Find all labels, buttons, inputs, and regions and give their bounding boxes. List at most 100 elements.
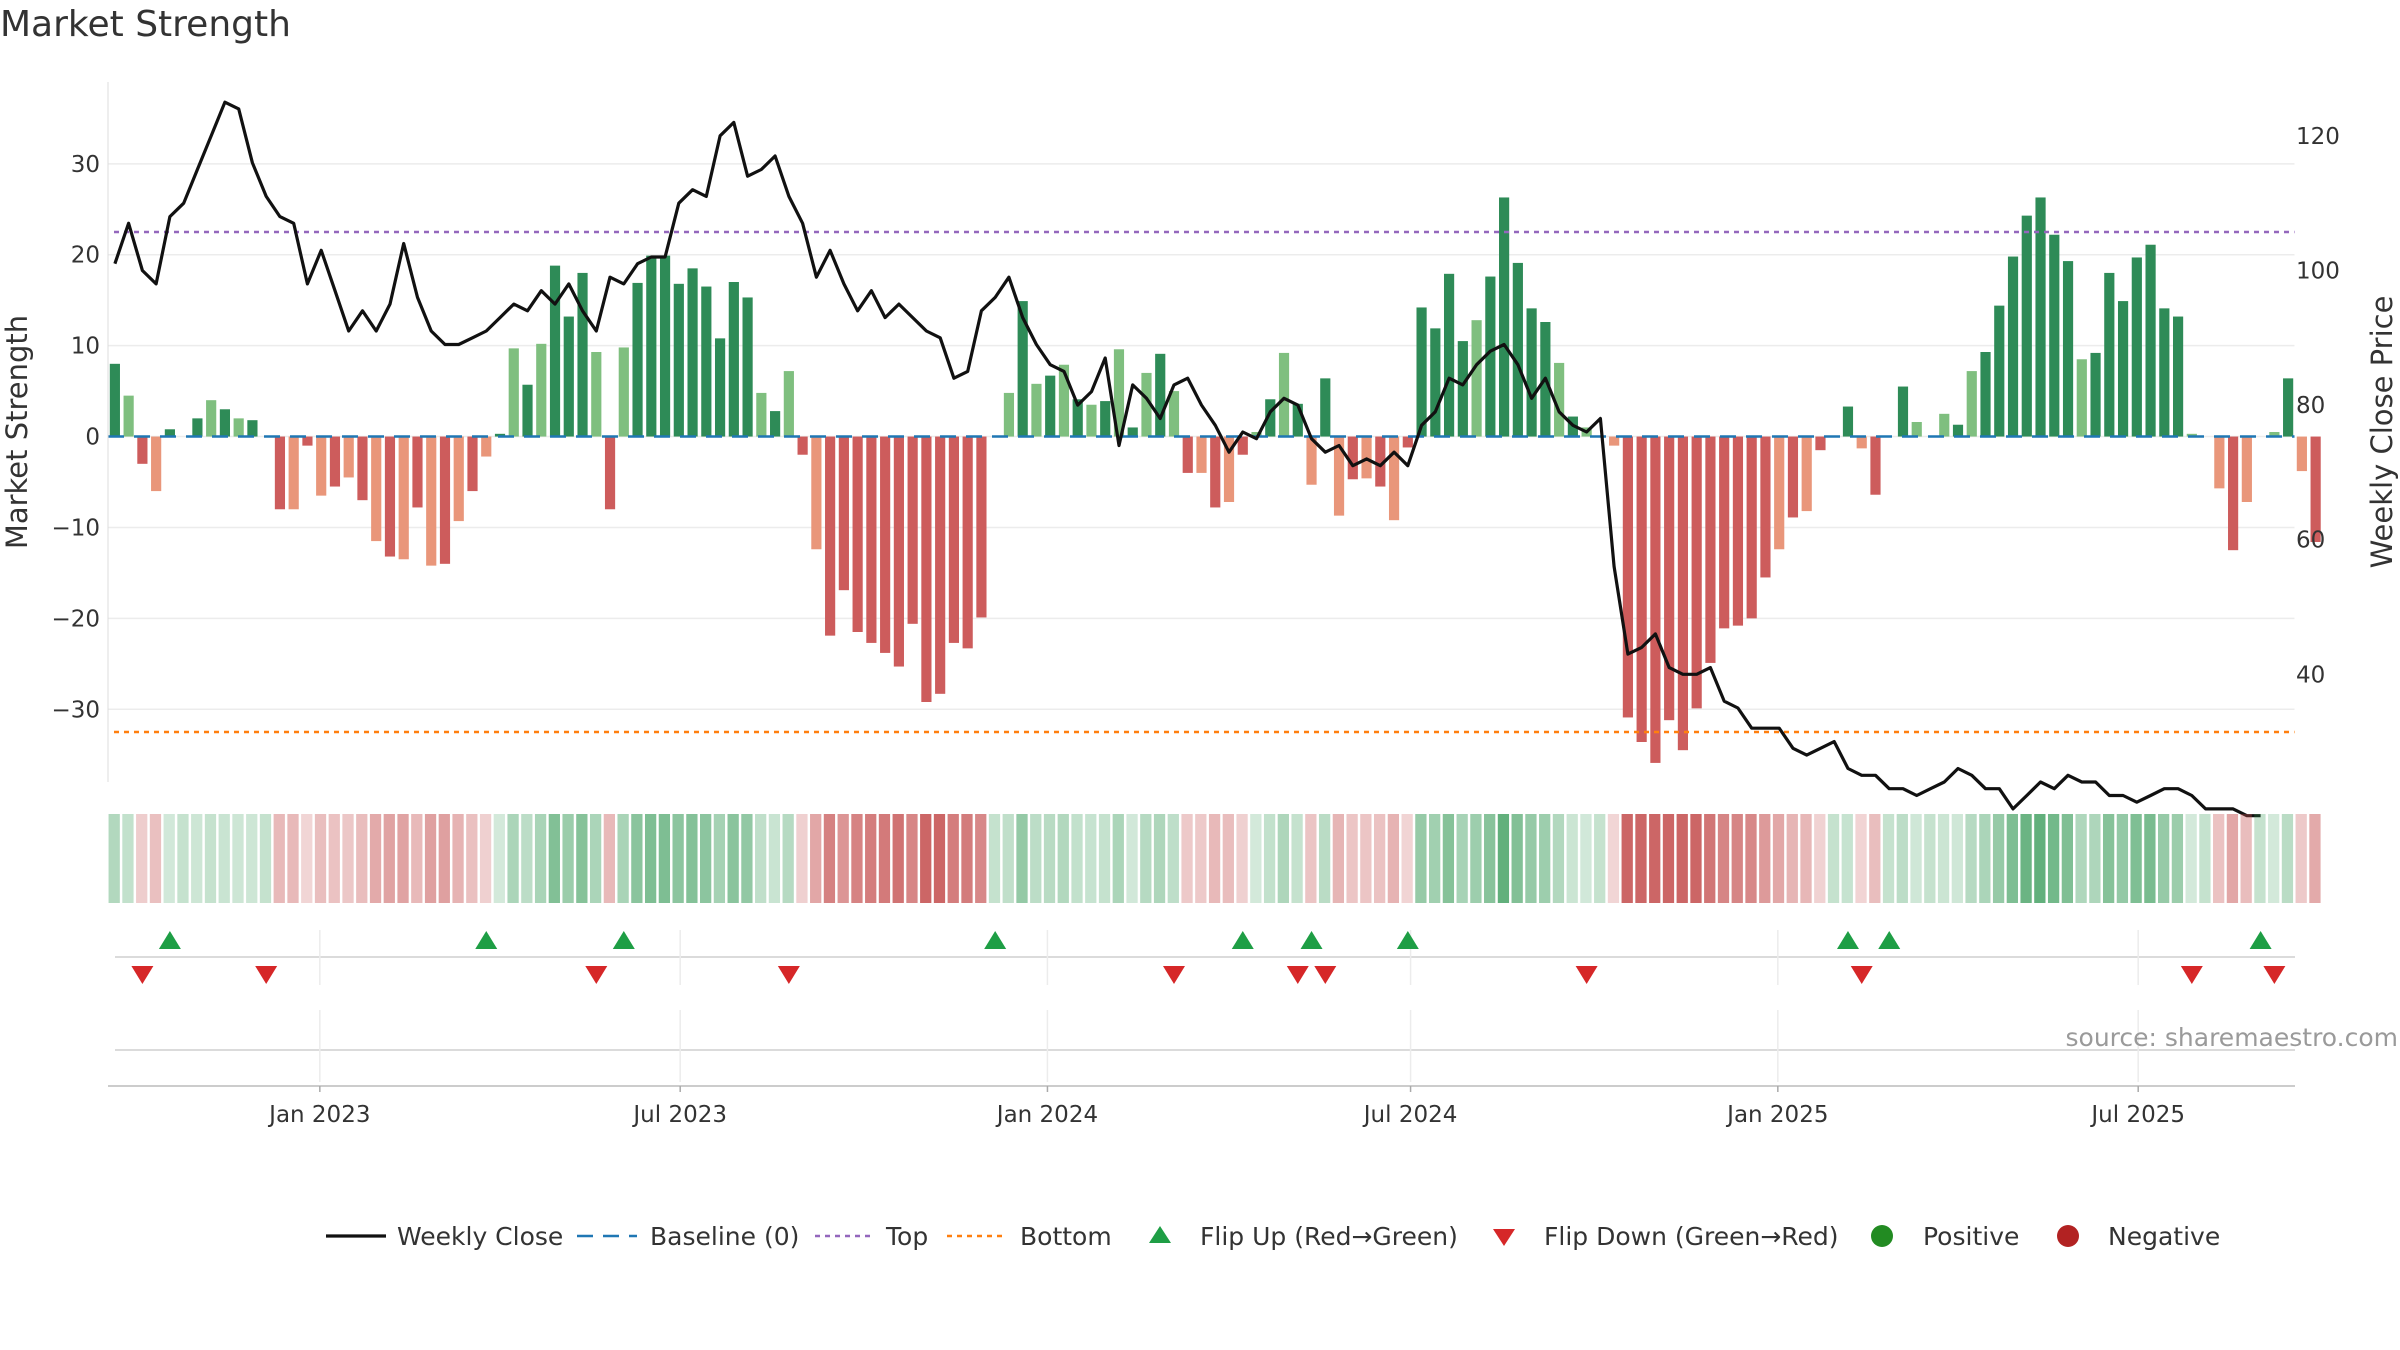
- heat-cell: [988, 814, 1001, 903]
- heat-cell: [1580, 814, 1592, 903]
- heat-cell: [2047, 814, 2060, 903]
- heat-cell: [301, 814, 313, 903]
- strength-bar: [591, 352, 602, 437]
- strength-bar: [880, 436, 891, 653]
- heat-cell: [1181, 814, 1193, 903]
- heat-cell: [2102, 814, 2115, 903]
- heat-cell: [479, 814, 492, 903]
- strength-bar: [976, 436, 987, 618]
- heat-cell: [810, 814, 822, 903]
- heat-cell: [892, 814, 904, 903]
- heat-cell: [1539, 814, 1551, 903]
- heat-cell: [672, 814, 684, 903]
- strength-bar: [687, 268, 698, 437]
- heat-cell: [631, 814, 643, 903]
- y-right-tick-label: 60: [2296, 528, 2325, 554]
- heat-cell: [713, 814, 726, 903]
- reference-lines: [108, 230, 2295, 734]
- strength-bar: [618, 347, 629, 437]
- strength-bar: [2283, 378, 2294, 437]
- strength-bar: [1306, 436, 1317, 485]
- heat-cell: [2254, 814, 2266, 903]
- heat-cell: [1442, 814, 1455, 903]
- flip-up-marker: [1231, 931, 1254, 949]
- strength-bar: [1705, 436, 1716, 663]
- heat-cell: [796, 814, 808, 903]
- flip-up-marker: [1300, 931, 1323, 949]
- strength-bar: [274, 436, 286, 510]
- strength-bar: [1003, 392, 1015, 437]
- strength-bar: [288, 436, 299, 510]
- heat-cell: [1800, 814, 1812, 903]
- heat-cell: [2281, 814, 2294, 903]
- heat-cell: [1387, 814, 1400, 903]
- heat-cell: [507, 814, 519, 903]
- heat-cell: [204, 814, 217, 903]
- strength-bar: [1732, 436, 1744, 626]
- heat-cell: [961, 814, 973, 903]
- strength-bar: [467, 436, 478, 492]
- strength-bar: [192, 418, 203, 437]
- heat-cell: [521, 814, 533, 903]
- legend-bottom-label: Bottom: [1020, 1222, 1112, 1251]
- strength-bar: [426, 436, 437, 566]
- x-tick-label: Jul 2024: [1362, 1102, 1458, 1128]
- heat-cell: [1470, 814, 1482, 903]
- strength-bar: [1691, 436, 1702, 709]
- strength-bar: [453, 436, 464, 522]
- heat-cell: [246, 814, 258, 903]
- heat-cell: [1236, 814, 1248, 903]
- heat-cell: [1937, 814, 1950, 903]
- strength-bar: [1870, 436, 1881, 495]
- flip-up-marker: [1836, 931, 1859, 949]
- heat-cell: [2309, 814, 2321, 903]
- strength-bar: [536, 343, 547, 437]
- heat-cell: [851, 814, 863, 903]
- heat-cell: [1896, 814, 1908, 903]
- strength-bar: [2021, 215, 2032, 437]
- heat-cell: [1085, 814, 1097, 903]
- strength-bar: [770, 411, 781, 437]
- strength-bar: [2104, 272, 2115, 437]
- strength-bar: [1760, 436, 1771, 578]
- heat-cell: [342, 814, 354, 903]
- heat-cell: [466, 814, 478, 903]
- y-left-tick-label: −30: [51, 697, 100, 723]
- heat-cell: [2061, 814, 2073, 903]
- strength-bar: [2214, 436, 2225, 489]
- heat-cell: [1346, 814, 1358, 903]
- flip-down-marker: [1162, 966, 1185, 984]
- heat-cell: [1277, 814, 1289, 903]
- strength-bar: [1375, 436, 1386, 487]
- heat-cell: [1222, 814, 1234, 903]
- heat-cell: [1869, 814, 1881, 903]
- strength-bar: [1650, 436, 1661, 763]
- heat-cell: [644, 814, 657, 903]
- strength-bar: [1031, 383, 1042, 437]
- strength-bar: [1842, 406, 1854, 437]
- strength-bar: [1265, 399, 1276, 437]
- heat-cell: [1704, 814, 1716, 903]
- heat-cell: [1965, 814, 1977, 903]
- heat-cell: [1731, 814, 1743, 903]
- strength-bar: [714, 338, 726, 437]
- y-left-tick-label: 20: [71, 243, 100, 269]
- heat-cell: [1016, 814, 1028, 903]
- strength-bar: [1251, 432, 1262, 437]
- strength-bar: [1416, 307, 1427, 437]
- y-left-tick-label: 0: [85, 425, 100, 451]
- heat-cell: [1607, 814, 1620, 903]
- flip-up-marker: [1878, 931, 1901, 949]
- strength-bar: [2076, 359, 2087, 437]
- heat-cell: [259, 814, 272, 903]
- strength-bar: [1499, 197, 1510, 437]
- heat-cell: [273, 814, 285, 903]
- heat-cell: [865, 814, 877, 903]
- flip-down-marker: [255, 966, 278, 984]
- heat-cell: [177, 814, 189, 903]
- heat-cell: [2116, 814, 2129, 903]
- heat-cell: [1552, 814, 1565, 903]
- flip-up-marker: [984, 931, 1007, 949]
- heat-cell: [2240, 814, 2252, 903]
- strength-bar: [494, 433, 506, 437]
